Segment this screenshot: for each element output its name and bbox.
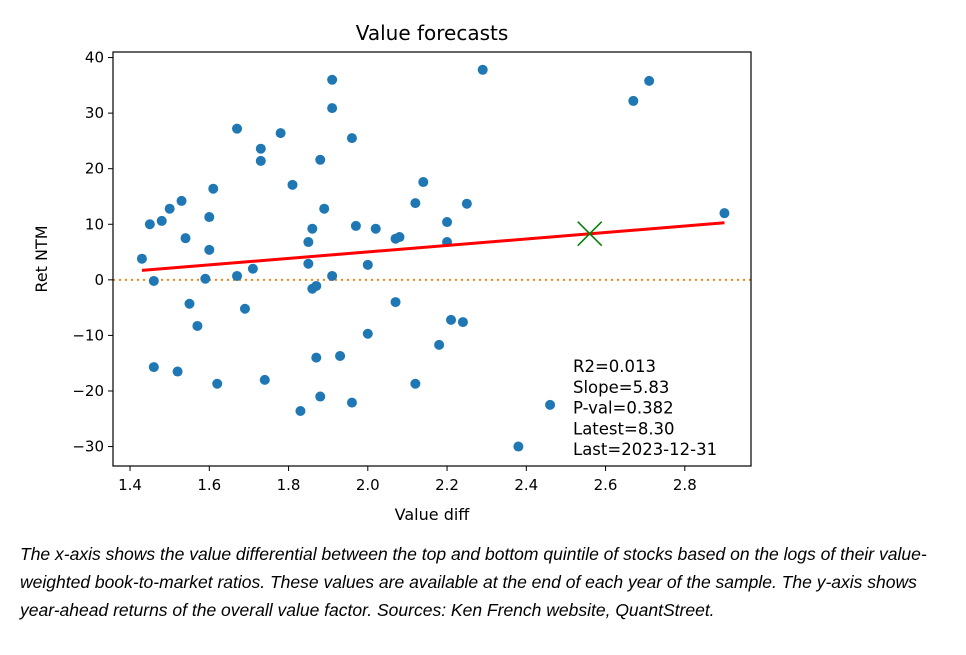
y-tick-label: −20: [72, 382, 104, 400]
data-point: [346, 133, 357, 144]
data-point: [204, 212, 215, 223]
plot-frame: [112, 51, 752, 467]
data-point: [164, 203, 175, 214]
data-point: [644, 75, 655, 86]
data-point: [394, 232, 405, 243]
data-point: [172, 366, 183, 377]
data-point: [148, 275, 159, 286]
data-point: [477, 64, 488, 75]
data-point: [434, 339, 445, 350]
data-point: [545, 399, 556, 410]
x-tick-label: 1.6: [197, 476, 221, 494]
data-point: [259, 374, 270, 385]
data-point: [136, 253, 147, 264]
data-point: [335, 350, 346, 361]
y-tick-label: −30: [72, 438, 104, 456]
x-tick-label: 2.4: [514, 476, 538, 494]
data-point: [311, 352, 322, 363]
y-tick-label: 10: [85, 215, 104, 233]
stats-annotation-line: R2=0.013: [573, 357, 656, 376]
data-point: [212, 378, 223, 389]
y-tick-label: 30: [85, 104, 104, 122]
data-point: [370, 223, 381, 234]
data-point: [327, 270, 338, 281]
data-point: [247, 263, 258, 274]
data-point: [446, 314, 457, 325]
y-axis-label: Ret NTM: [32, 225, 51, 292]
data-point: [418, 177, 429, 188]
data-point: [255, 155, 266, 166]
data-point: [307, 223, 318, 234]
x-axis-label: Value diff: [395, 505, 471, 524]
x-tick-label: 1.8: [277, 476, 301, 494]
data-point: [303, 258, 314, 269]
data-point: [410, 198, 421, 209]
data-point: [315, 391, 326, 402]
latest-marker-stroke: [577, 221, 603, 247]
data-point: [350, 220, 361, 231]
y-tick-label: 20: [85, 160, 104, 178]
stats-annotation-line: Last=2023-12-31: [573, 440, 717, 459]
data-point: [176, 195, 187, 206]
data-point: [457, 317, 468, 328]
figure-caption: The x-axis shows the value differential …: [20, 544, 927, 620]
data-point: [513, 441, 524, 452]
data-point: [255, 143, 266, 154]
data-point: [180, 233, 191, 244]
data-point: [390, 297, 401, 308]
data-point: [192, 320, 203, 331]
data-point: [232, 123, 243, 134]
stats-annotation-line: P-val=0.382: [573, 399, 674, 418]
scatter-chart: Value forecasts Value diff Ret NTM 1.4 1.…: [32, 21, 752, 524]
data-point: [628, 95, 639, 106]
data-point: [295, 405, 306, 416]
data-point: [442, 217, 453, 228]
y-tick-label: 0: [94, 271, 104, 289]
x-tick-label: 1.4: [118, 476, 142, 494]
data-point: [315, 154, 326, 165]
stats-annotation-line: Slope=5.83: [573, 378, 669, 397]
data-point: [327, 103, 338, 114]
data-point: [319, 203, 330, 214]
data-point: [239, 303, 250, 314]
latest-point-marker: [577, 221, 603, 247]
y-tick-label: 40: [85, 49, 104, 67]
data-point: [362, 328, 373, 339]
data-point: [461, 198, 472, 209]
data-point: [232, 270, 243, 281]
data-point: [204, 244, 215, 255]
data-point: [200, 273, 211, 284]
x-tick-label: 2.0: [356, 476, 380, 494]
data-point: [156, 215, 167, 226]
chart-title: Value forecasts: [356, 21, 509, 45]
x-tick-label: 2.6: [594, 476, 618, 494]
data-point: [208, 183, 219, 194]
regression-line: [141, 221, 725, 272]
data-point: [410, 378, 421, 389]
data-point: [148, 362, 159, 373]
data-point: [311, 280, 322, 291]
data-point: [144, 219, 155, 230]
data-point: [184, 298, 195, 309]
stats-annotation-line: Latest=8.30: [573, 419, 675, 438]
data-point: [275, 128, 286, 139]
y-tick-label: −10: [72, 326, 104, 344]
x-tick-label: 2.8: [673, 476, 697, 494]
data-point: [362, 259, 373, 270]
data-point: [719, 208, 730, 219]
data-point: [287, 179, 298, 190]
data-point: [327, 74, 338, 85]
data-point: [346, 397, 357, 408]
x-tick-label: 2.2: [435, 476, 459, 494]
data-point: [303, 237, 314, 248]
